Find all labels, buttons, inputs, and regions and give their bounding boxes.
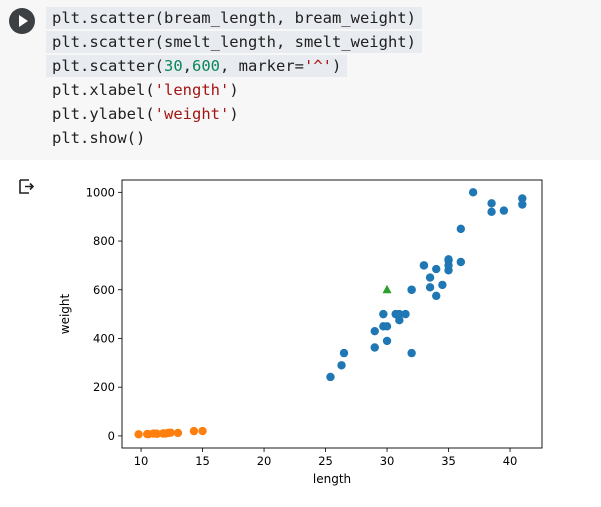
code-token: , marker= (220, 57, 304, 75)
y-tick-label: 1000 (86, 185, 115, 199)
code-token: plt.show() (52, 129, 146, 147)
code-editor[interactable]: plt.scatter(bream_length, bream_weight)p… (46, 6, 422, 150)
code-line[interactable]: plt.show() (52, 126, 422, 150)
code-token: plt.scatter( (52, 57, 164, 75)
code-token: 600 (192, 57, 220, 75)
x-tick-label: 35 (441, 454, 456, 468)
data-point (326, 372, 335, 382)
data-point (499, 206, 509, 215)
data-point (395, 316, 404, 325)
x-tick-label: 10 (134, 454, 149, 468)
data-point (337, 361, 346, 370)
data-point (444, 256, 453, 265)
code-token: plt.ylabel( (52, 105, 155, 123)
x-axis-label: length (313, 472, 351, 486)
data-point (432, 291, 441, 301)
run-cell-button[interactable] (9, 8, 35, 34)
y-tick-label: 400 (93, 331, 115, 345)
x-tick-label: 15 (195, 454, 210, 468)
data-point (407, 285, 416, 294)
data-point (198, 426, 207, 436)
code-cell[interactable]: plt.scatter(bream_length, bream_weight)p… (0, 0, 601, 160)
x-tick-label: 40 (503, 454, 518, 468)
data-point (456, 257, 466, 267)
play-icon (19, 15, 28, 27)
data-point (339, 348, 349, 358)
code-token: plt.scatter(bream_length, bream_weight) (52, 9, 416, 27)
data-point (382, 336, 392, 346)
y-tick-label: 0 (108, 429, 115, 443)
code-line[interactable]: plt.ylabel('weight') (52, 102, 422, 126)
y-tick-label: 200 (93, 380, 115, 394)
data-point (487, 207, 496, 217)
code-line[interactable]: plt.scatter(30,600, marker='^') (46, 54, 422, 78)
data-point (468, 188, 478, 197)
data-point (419, 261, 429, 270)
code-token: '^' (304, 57, 332, 75)
data-point (438, 280, 447, 290)
code-token: plt.scatter(smelt_length, smelt_weight) (52, 33, 416, 51)
data-point (407, 348, 416, 358)
code-token: ) (229, 81, 239, 99)
plot-area (121, 179, 543, 449)
y-tick-label: 800 (93, 234, 115, 248)
data-point (370, 343, 379, 352)
data-point-triangle (382, 284, 392, 294)
data-point (189, 426, 199, 436)
x-tick-label: 20 (257, 454, 272, 468)
data-point (166, 428, 175, 437)
x-tick-label: 25 (318, 454, 333, 468)
code-token: ) (332, 57, 342, 75)
data-point (382, 322, 392, 331)
code-token: ) (229, 105, 239, 123)
code-token: 'length' (154, 81, 230, 99)
x-tick-label: 30 (380, 454, 395, 468)
code-token: 30 (163, 57, 183, 75)
code-line[interactable]: plt.scatter(smelt_length, smelt_weight) (46, 30, 422, 54)
code-token: 'weight' (154, 105, 230, 123)
code-line[interactable]: plt.xlabel('length') (52, 78, 422, 102)
data-point (487, 199, 496, 208)
y-axis-label: weight (58, 293, 72, 334)
data-point (173, 428, 183, 438)
data-point (379, 309, 388, 319)
data-point (395, 309, 404, 319)
y-tick-label: 600 (93, 283, 115, 297)
data-point (370, 326, 379, 336)
data-point (134, 430, 143, 439)
data-point (518, 200, 527, 209)
data-point (456, 224, 466, 234)
data-point (432, 264, 441, 274)
data-point (425, 273, 435, 282)
data-point (518, 194, 527, 203)
code-token: plt.xlabel( (52, 81, 155, 99)
data-point (425, 283, 435, 292)
code-line[interactable]: plt.scatter(bream_length, bream_weight) (46, 6, 422, 30)
output-arrow-icon (19, 179, 35, 194)
code-token: , (182, 57, 192, 75)
data-point (401, 309, 410, 319)
data-point (152, 429, 162, 438)
